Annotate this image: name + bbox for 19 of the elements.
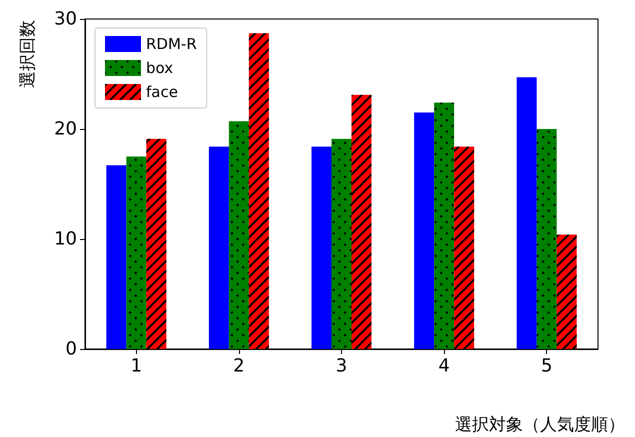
x-tick-label: 4 xyxy=(438,356,450,376)
bar xyxy=(414,112,434,349)
bar xyxy=(516,77,537,349)
x-axis-title: 選択対象（人気度順） xyxy=(455,415,625,435)
y-tick-label: 0 xyxy=(66,338,77,360)
legend-label: RDM-R xyxy=(146,35,197,53)
bar xyxy=(312,146,332,349)
x-tick-label: 5 xyxy=(540,356,552,376)
bar xyxy=(208,146,229,349)
y-axis-title: 選択回数 xyxy=(18,20,38,88)
bar xyxy=(106,165,126,349)
y-tick-label: 30 xyxy=(54,8,77,30)
y-tick-label: 10 xyxy=(54,228,77,250)
x-tick-label: 1 xyxy=(130,356,142,376)
x-tick-label: 3 xyxy=(336,356,348,376)
legend-label: box xyxy=(146,59,174,77)
x-tick-label: 2 xyxy=(233,356,245,376)
legend-label: face xyxy=(146,83,178,101)
y-tick-label: 20 xyxy=(54,118,77,140)
